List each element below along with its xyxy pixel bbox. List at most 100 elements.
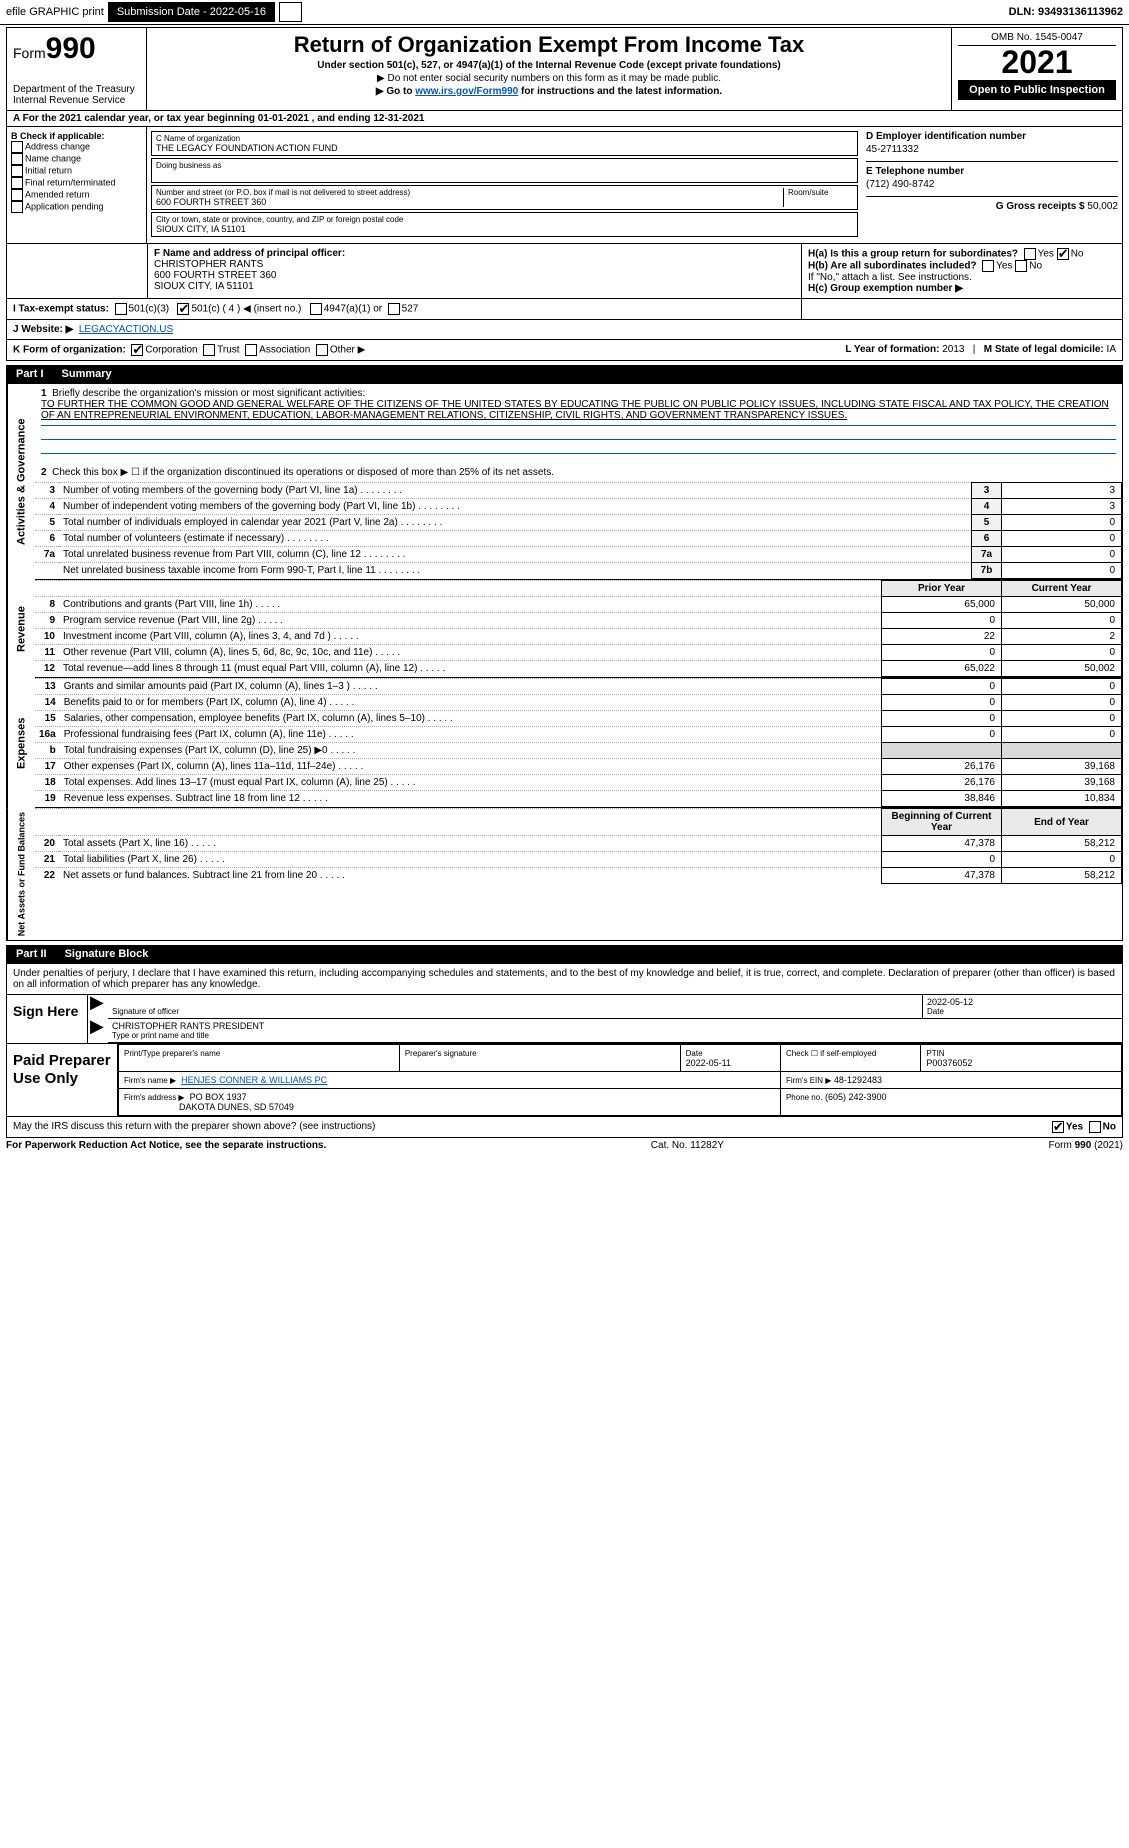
website-label: J Website: ▶ <box>13 324 73 335</box>
box-b-label: B Check if applicable: <box>11 131 105 141</box>
expenses-table: 13Grants and similar amounts paid (Part … <box>35 678 1122 807</box>
table-row: 15Salaries, other compensation, employee… <box>35 711 1122 727</box>
checkbox-pending[interactable]: Application pending <box>11 201 142 213</box>
ptin-label: PTIN <box>926 1049 944 1058</box>
header-left: Form990 Department of the Treasury Inter… <box>7 28 147 110</box>
table-row: 3Number of voting members of the governi… <box>35 483 1122 499</box>
501c-label: 501(c) ( 4 ) ◀ (insert no.) <box>191 304 301 315</box>
website-link[interactable]: LEGACYACTION.US <box>79 324 173 335</box>
gross-label: G Gross receipts $ <box>996 201 1085 212</box>
sig-officer-label: Signature of officer <box>112 1007 918 1016</box>
table-row: 10Investment income (Part VIII, column (… <box>35 629 1122 645</box>
prep-check[interactable]: Check ☐ if self-employed <box>786 1049 876 1058</box>
form-990: 990 <box>46 32 96 65</box>
table-row: 18Total expenses. Add lines 13–17 (must … <box>35 775 1122 791</box>
preparer-grid: Paid Preparer Use Only Print/Type prepar… <box>7 1043 1122 1116</box>
4947-checkbox[interactable] <box>310 303 322 315</box>
paid-preparer-label: Paid Preparer Use Only <box>7 1043 117 1116</box>
table-row: 5Total number of individuals employed in… <box>35 515 1122 531</box>
form-title: Return of Organization Exempt From Incom… <box>153 32 945 58</box>
room-label: Room/suite <box>788 188 853 197</box>
period-text: A For the 2021 calendar year, or tax yea… <box>13 113 424 124</box>
revenue-section: Prior Year Current Year 8Contributions a… <box>35 580 1122 678</box>
box-b: B Check if applicable: Address change Na… <box>7 127 147 243</box>
form-ref: Form 990 (2021) <box>1049 1140 1124 1151</box>
501c3-checkbox[interactable] <box>115 303 127 315</box>
assoc-label: Association <box>259 345 310 356</box>
table-row: 16aProfessional fundraising fees (Part I… <box>35 727 1122 743</box>
goto-suffix: for instructions and the latest informat… <box>518 86 722 97</box>
side-revenue: Revenue <box>7 580 35 678</box>
tax-exempt-row: I Tax-exempt status: 501(c)(3) 501(c) ( … <box>6 299 1123 320</box>
netassets-table: Beginning of Current Year End of Year 20… <box>35 808 1122 884</box>
name-title: CHRISTOPHER RANTS PRESIDENT <box>112 1021 1118 1031</box>
firm-ein-label: Firm's EIN ▶ <box>786 1076 831 1085</box>
yes-label: Yes <box>1038 249 1054 260</box>
checkbox-initial[interactable]: Initial return <box>11 165 142 177</box>
line1-label: Briefly describe the organization's miss… <box>52 388 365 399</box>
firm-addr2: DAKOTA DUNES, SD 57049 <box>179 1102 294 1112</box>
form-number: Form990 <box>13 32 140 66</box>
discuss-yes: Yes <box>1066 1122 1083 1133</box>
officer-city: SIOUX CITY, IA 51101 <box>154 281 254 292</box>
checkbox-name[interactable]: Name change <box>11 153 142 165</box>
l-value: 2013 <box>942 344 964 355</box>
beginning-year-header: Beginning of Current Year <box>882 809 1002 836</box>
header-right: OMB No. 1545-0047 2021 Open to Public In… <box>952 28 1122 110</box>
discuss-yes-checkbox[interactable] <box>1052 1121 1064 1133</box>
table-row: 19Revenue less expenses. Subtract line 1… <box>35 791 1122 807</box>
hb-yes-checkbox[interactable] <box>982 260 994 272</box>
prep-sig-label: Preparer's signature <box>405 1049 477 1058</box>
discuss-row: May the IRS discuss this return with the… <box>6 1117 1123 1138</box>
city-value: SIOUX CITY, IA 51101 <box>156 224 853 234</box>
trust-checkbox[interactable] <box>203 344 215 356</box>
header-middle: Return of Organization Exempt From Incom… <box>147 28 952 110</box>
ag-table: 3Number of voting members of the governi… <box>35 482 1122 579</box>
table-row: 13Grants and similar amounts paid (Part … <box>35 679 1122 695</box>
exempt-label: I Tax-exempt status: <box>13 304 109 315</box>
other-label: Other ▶ <box>330 345 365 356</box>
irs-link[interactable]: www.irs.gov/Form990 <box>415 86 518 97</box>
prep-date: 2022-05-11 <box>686 1058 731 1068</box>
efile-label: efile GRAPHIC print <box>6 6 104 18</box>
pra-notice: For Paperwork Reduction Act Notice, see … <box>6 1140 326 1151</box>
checkbox-address[interactable]: Address change <box>11 141 142 153</box>
submission-date-button[interactable]: Submission Date - 2022-05-16 <box>108 2 275 22</box>
phone-value: (712) 490-8742 <box>866 179 1118 190</box>
officer-sig-cell[interactable]: Signature of officer <box>108 995 922 1019</box>
table-row: 4Number of independent voting members of… <box>35 499 1122 515</box>
discuss-no-checkbox[interactable] <box>1089 1121 1101 1133</box>
cb-label: Amended return <box>25 189 90 199</box>
dept-treasury: Department of the Treasury <box>13 84 140 95</box>
501c-checkbox[interactable] <box>177 303 189 315</box>
prep-date-label: Date <box>686 1049 703 1058</box>
table-row: 20Total assets (Part X, line 16) . . . .… <box>35 836 1122 852</box>
cb-label: Final return/terminated <box>25 177 116 187</box>
other-checkbox[interactable] <box>316 344 328 356</box>
part2-title: Signature Block <box>57 945 157 963</box>
firm-name-link[interactable]: HENJES CONNER & WILLIAMS PC <box>181 1075 327 1085</box>
hb-note: If "No," attach a list. See instructions… <box>808 272 1116 283</box>
hb-no-checkbox[interactable] <box>1015 260 1027 272</box>
part2-header: Part II Signature Block <box>6 945 1123 963</box>
officer-street: 600 FOURTH STREET 360 <box>154 270 276 281</box>
assoc-checkbox[interactable] <box>245 344 257 356</box>
527-checkbox[interactable] <box>388 303 400 315</box>
corp-checkbox[interactable] <box>131 344 143 356</box>
org-name-box: C Name of organization THE LEGACY FOUNDA… <box>151 131 858 156</box>
checkbox-final[interactable]: Final return/terminated <box>11 177 142 189</box>
activities-section: 1 Briefly describe the organization's mi… <box>35 384 1122 580</box>
checkbox-amended[interactable]: Amended return <box>11 189 142 201</box>
cb-label: Name change <box>25 153 81 163</box>
entity-block: B Check if applicable: Address change Na… <box>6 127 1123 244</box>
sign-cells: ▶ Signature of officer 2022-05-12 Date ▶… <box>87 994 1122 1043</box>
sig-date: 2022-05-12 <box>927 997 1118 1007</box>
expenses-section: 13Grants and similar amounts paid (Part … <box>35 678 1122 808</box>
part1-title: Summary <box>54 365 120 383</box>
sign-here-label: Sign Here <box>7 994 87 1043</box>
ha-yes-checkbox[interactable] <box>1024 248 1036 260</box>
corp-label: Corporation <box>145 345 197 356</box>
declaration-text: Under penalties of perjury, I declare th… <box>7 964 1122 994</box>
ha-no-checkbox[interactable] <box>1057 248 1069 260</box>
current-year-header: Current Year <box>1002 581 1122 597</box>
